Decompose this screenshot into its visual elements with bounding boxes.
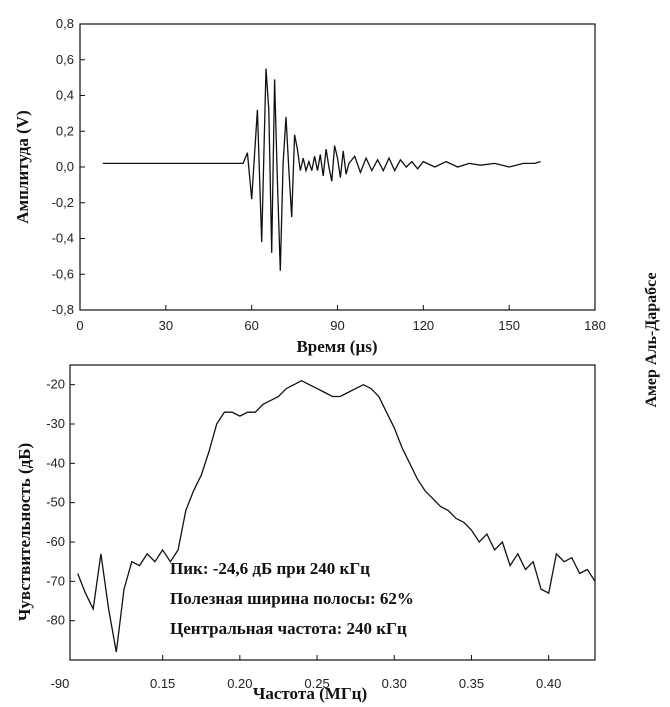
y-tick-label: 0,6 <box>56 52 74 67</box>
y-tick-label: -40 <box>46 455 65 470</box>
annotation-peak: Пик: -24,6 дБ при 240 кГц <box>170 559 370 578</box>
y-tick-label: -0,6 <box>52 266 74 281</box>
y-tick-label: -0,2 <box>52 195 74 210</box>
sensitivity-line <box>77 379 596 653</box>
y-tick-label: -0,8 <box>52 302 74 317</box>
y-tick-label: -80 <box>46 613 65 628</box>
y-tick-label: 0,0 <box>56 159 74 174</box>
annotation-center-frequency: Центральная частота: 240 кГц <box>170 619 407 638</box>
x-tick-label: 0.40 <box>536 676 561 691</box>
y-tick-label: 0,4 <box>56 88 74 103</box>
plot-frame <box>69 364 596 661</box>
plot-frame <box>79 23 596 311</box>
x-axis-label: Время (µs) <box>296 337 377 356</box>
y-tick-label: -70 <box>46 573 65 588</box>
annotation-bandwidth: Полезная ширина полосы: 62% <box>170 589 414 608</box>
x-tick-label: 0.15 <box>150 676 175 691</box>
x-tick-label: 120 <box>412 318 434 333</box>
x-tick-label: 0.35 <box>459 676 484 691</box>
x-tick-label: 0.30 <box>382 676 407 691</box>
y-tick-label: -30 <box>46 416 65 431</box>
x-tick-label: 0 <box>76 318 83 333</box>
amplitude-chart: 0 30 60 90 120 150 180 0,8 0,6 0,4 0,2 0,0 -0,2 -0,4… <box>13 16 606 356</box>
y-tick-label: -0,4 <box>52 231 74 246</box>
x-tick-label: -90 <box>51 676 70 691</box>
y-tick-label: -60 <box>46 534 65 549</box>
x-tick-label: 150 <box>498 318 520 333</box>
x-tick-label: 0.25 <box>304 676 329 691</box>
y-tick-label: -50 <box>46 495 65 510</box>
x-tick-label: 60 <box>244 318 258 333</box>
y-axis-label: Амплитуда (V) <box>13 110 32 224</box>
waveform-line <box>102 68 541 271</box>
x-tick-label: 30 <box>159 318 173 333</box>
author-label: Амер Аль-Дарабсе <box>643 272 660 407</box>
x-tick-label: 90 <box>330 318 344 333</box>
y-tick-label: -20 <box>46 377 65 392</box>
y-tick-label: 0,2 <box>56 123 74 138</box>
sensitivity-chart: -90 0.15 0.20 0.25 0.30 0.35 0.40 -20 -30 -40 -50… <box>15 364 596 703</box>
y-axis-label: Чувствительность (дБ) <box>15 443 34 621</box>
x-axis-label: Частота (МГц) <box>253 684 367 703</box>
y-tick-label: 0,8 <box>56 16 74 31</box>
x-tick-label: 180 <box>584 318 606 333</box>
x-tick-label: 0.20 <box>227 676 252 691</box>
